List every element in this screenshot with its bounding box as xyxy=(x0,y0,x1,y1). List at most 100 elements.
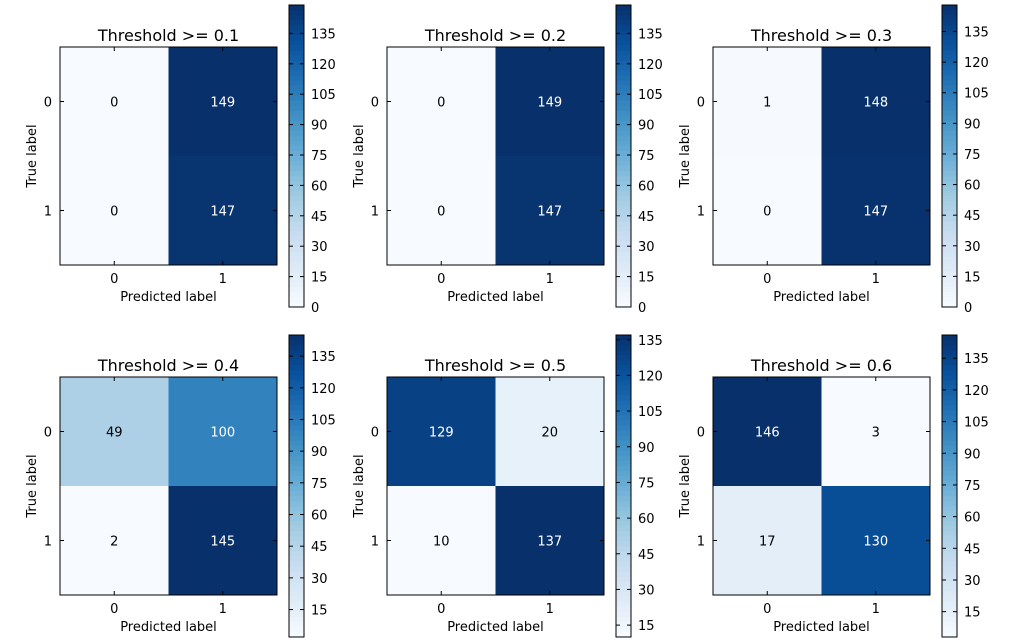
colorbar-segment xyxy=(616,236,631,243)
colorbar-segment xyxy=(289,186,304,192)
confusion-matrix-1: 0 149 0 147 0 1 0 1 Threshold >= 0.1 Predicted la… xyxy=(25,4,336,316)
colorbar-frame xyxy=(288,4,305,308)
colorbar-frame xyxy=(288,334,305,638)
colorbar-segment xyxy=(616,206,631,212)
colorbar-segment xyxy=(289,591,304,598)
colorbar-tick-label: 135 xyxy=(638,27,663,42)
matrix-cell xyxy=(168,377,277,486)
colorbar-segment xyxy=(942,335,957,341)
cell-value-label: 130 xyxy=(863,535,888,550)
colorbar: 15 30 45 60 75 90 105 120 135 xyxy=(615,334,663,638)
colorbar-tick-label: 105 xyxy=(311,88,336,103)
colorbar-segment xyxy=(616,486,631,492)
colorbar-segment xyxy=(942,501,957,507)
colorbar-segment xyxy=(616,5,631,11)
colorbar-segment xyxy=(616,506,631,512)
colorbar-segment xyxy=(616,335,631,341)
colorbar-segment xyxy=(942,491,957,497)
colorbar-segment xyxy=(616,380,631,386)
x-tick-label: 1 xyxy=(219,272,227,287)
colorbar-segment xyxy=(616,75,631,82)
colorbar-tick-label: 45 xyxy=(638,548,655,563)
colorbar-segment xyxy=(616,211,631,217)
colorbar-segment xyxy=(942,536,957,542)
colorbar-segment xyxy=(289,45,304,51)
colorbar-segment xyxy=(289,445,304,452)
matrix-cell xyxy=(821,47,930,156)
colorbar-segment xyxy=(289,15,304,21)
matrix-cell xyxy=(60,486,169,595)
colorbar-segment xyxy=(942,506,957,512)
matrix-cell xyxy=(60,156,169,265)
colorbar-segment xyxy=(289,286,304,293)
colorbar-segment xyxy=(942,301,957,308)
colorbar-tick-label: 0 xyxy=(964,301,972,316)
colorbar-frame xyxy=(615,4,632,308)
cell-value-label: 49 xyxy=(106,426,123,441)
colorbar-segment xyxy=(289,211,304,217)
axes-frame xyxy=(386,46,605,266)
colorbar-segment xyxy=(289,55,304,61)
colorbar-segment xyxy=(616,100,631,107)
colorbar-segment xyxy=(942,480,957,487)
colorbar-segment xyxy=(942,546,957,553)
colorbar-segment xyxy=(289,380,304,386)
colorbar-segment xyxy=(289,546,304,553)
colorbar-tick-label: 30 xyxy=(638,240,655,255)
colorbar-segment xyxy=(616,90,631,97)
colorbar-segment xyxy=(289,5,304,11)
colorbar-segment xyxy=(616,40,631,46)
colorbar-segment xyxy=(289,166,304,172)
colorbar-segment xyxy=(942,566,957,573)
matrix-cell xyxy=(713,377,822,486)
colorbar-segment xyxy=(616,171,631,177)
colorbar-segment xyxy=(942,425,957,432)
colorbar-tick-label: 45 xyxy=(638,210,655,225)
colorbar-segment xyxy=(289,345,304,351)
colorbar-segment xyxy=(289,35,304,41)
colorbar-segment xyxy=(942,561,957,568)
colorbar-tick-label: 120 xyxy=(964,384,989,399)
colorbar-segment xyxy=(616,350,631,356)
colorbar-segment xyxy=(289,145,304,152)
colorbar-segment xyxy=(942,181,957,187)
colorbar-segment xyxy=(942,10,957,16)
colorbar-segment xyxy=(289,60,304,66)
y-axis-label: True label xyxy=(25,454,40,518)
colorbar-segment xyxy=(289,566,304,573)
colorbar-tick-label: 15 xyxy=(311,604,328,619)
colorbar-segment xyxy=(616,156,631,162)
x-tick-label: 0 xyxy=(110,602,118,617)
colorbar-segment xyxy=(289,355,304,361)
colorbar-segment xyxy=(942,415,957,422)
colorbar-segment xyxy=(289,470,304,477)
colorbar-segment xyxy=(289,216,304,223)
colorbar-tick-label: 105 xyxy=(638,88,663,103)
colorbar-segment xyxy=(616,35,631,41)
colorbar-segment xyxy=(942,360,957,366)
colorbar-segment xyxy=(289,256,304,263)
colorbar-tick-label: 60 xyxy=(311,179,328,194)
colorbar-tick-label: 60 xyxy=(964,511,981,526)
colorbar-segment xyxy=(942,521,957,527)
colorbar-segment xyxy=(289,455,304,462)
colorbar-segment xyxy=(942,526,957,532)
colorbar-segment xyxy=(616,261,631,268)
colorbar-segment xyxy=(616,571,631,578)
y-axis-label: True label xyxy=(352,124,367,188)
matrix-cell xyxy=(168,156,277,265)
colorbar-segment xyxy=(942,206,957,212)
colorbar-segment xyxy=(289,541,304,547)
colorbar-segment xyxy=(289,241,304,248)
colorbar-segment xyxy=(616,631,631,638)
y-axis-label: True label xyxy=(352,454,367,518)
colorbar-segment xyxy=(942,186,957,192)
colorbar-segment xyxy=(289,231,304,238)
x-tick-label: 0 xyxy=(437,602,445,617)
colorbar-segment xyxy=(289,115,304,122)
x-axis-label: Predicted label xyxy=(120,290,217,305)
cell-value-label: 146 xyxy=(755,426,780,441)
colorbar-segment xyxy=(942,286,957,293)
colorbar-tick-label: 75 xyxy=(964,479,981,494)
